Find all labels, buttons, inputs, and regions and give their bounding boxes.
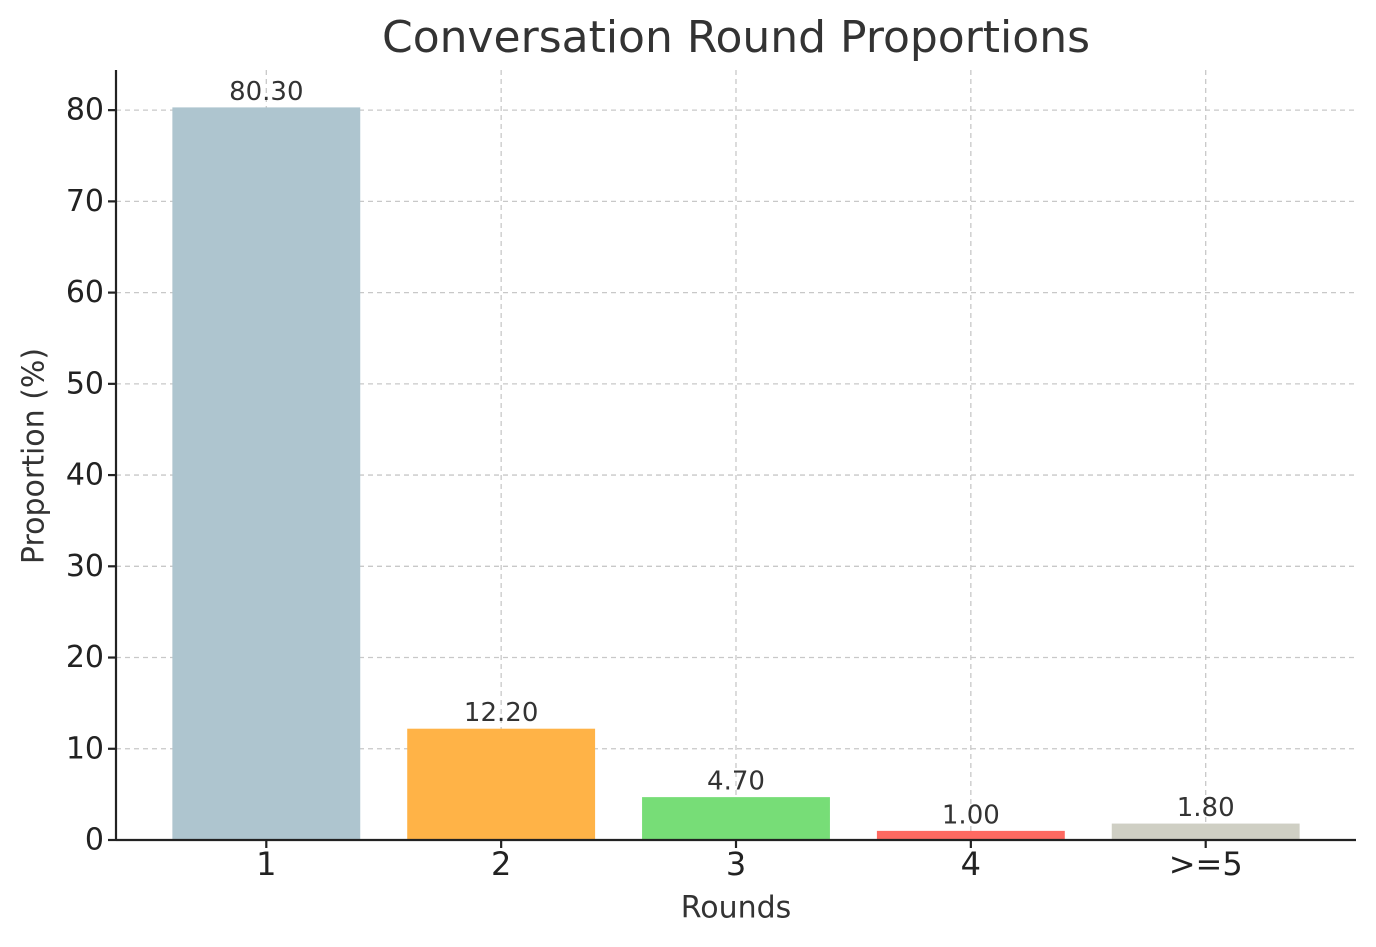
y-tick-label: 80 <box>66 93 104 128</box>
y-tick-label: 30 <box>66 549 104 584</box>
x-tick-label: 2 <box>491 845 511 883</box>
value-label: 1.00 <box>942 800 1000 830</box>
bar <box>876 830 1065 840</box>
value-label: 1.80 <box>1177 793 1235 823</box>
value-label: 4.70 <box>707 767 765 797</box>
x-tick-label: 3 <box>726 845 746 883</box>
y-axis-label: Proportion (%) <box>17 348 52 564</box>
y-tick-label: 10 <box>66 731 104 766</box>
y-tick-label: 0 <box>85 823 104 858</box>
y-tick-label: 20 <box>66 640 104 675</box>
y-tick-label: 50 <box>66 366 104 401</box>
x-tick-label: >=5 <box>1169 845 1243 883</box>
bar <box>407 728 596 840</box>
bar <box>172 107 361 840</box>
bar <box>642 797 830 840</box>
y-tick-label: 60 <box>66 275 104 310</box>
chart-title: Conversation Round Proportions <box>382 12 1090 63</box>
y-tick-label: 40 <box>66 458 104 493</box>
bar <box>1111 823 1300 840</box>
value-label: 80.30 <box>229 77 303 107</box>
x-tick-label: 1 <box>256 845 276 883</box>
y-tick-label: 70 <box>66 184 104 219</box>
value-label: 12.20 <box>464 698 538 728</box>
x-axis-label: Rounds <box>681 891 792 926</box>
x-tick-label: 4 <box>961 845 981 883</box>
